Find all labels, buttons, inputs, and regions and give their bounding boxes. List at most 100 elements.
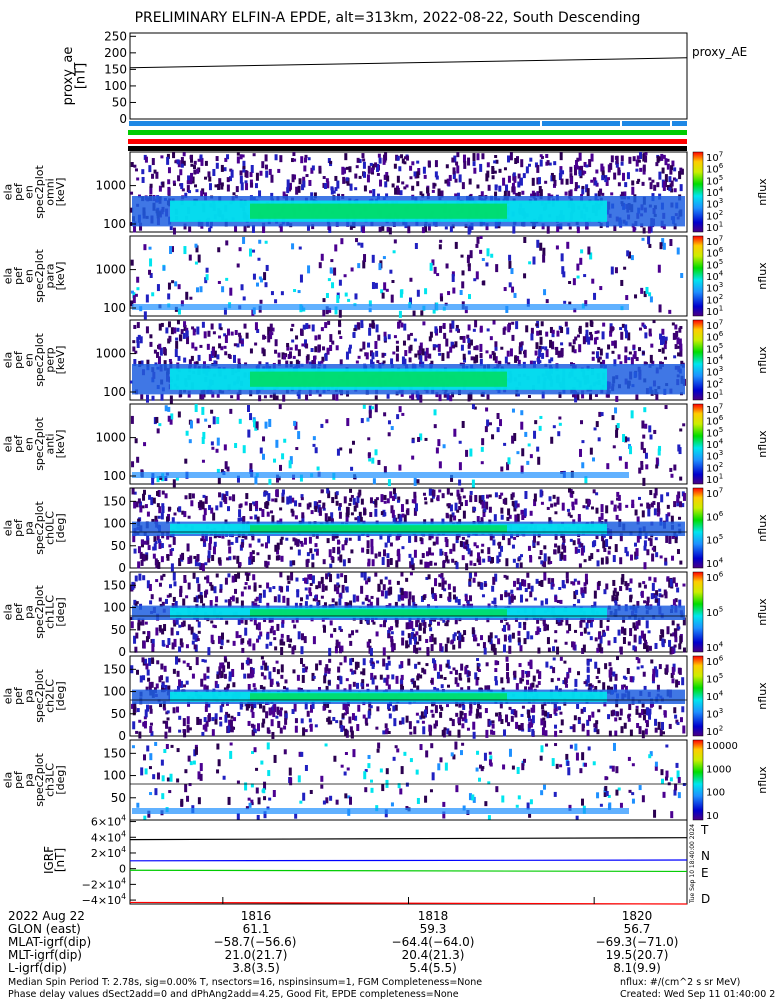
spectrogram-cell: [173, 327, 177, 334]
spectrogram-cell: [282, 394, 286, 402]
spectrogram-cell: [368, 405, 372, 414]
spectrogram-cell: [369, 497, 373, 504]
spectrogram-cell: [141, 505, 145, 509]
spectrogram-cell: [348, 716, 352, 724]
spectrogram-cell: [416, 641, 420, 645]
spectrogram-cell: [185, 644, 189, 649]
spectrogram-cell: [448, 174, 452, 181]
spectrogram-cell: [489, 354, 493, 359]
spectrogram-cell: [140, 539, 144, 545]
spectrogram-cell: [218, 666, 222, 674]
spectrogram-cell: [230, 395, 234, 399]
spectrogram-cell: [343, 167, 347, 174]
spectrogram-cell: [623, 191, 627, 200]
spectrogram-cell: [357, 322, 361, 330]
spectrogram-cell: [658, 593, 662, 598]
spectrogram-cell: [376, 597, 380, 606]
spectrogram-cell: [224, 577, 228, 585]
spectrogram-cell: [523, 579, 527, 587]
spectrogram-cell: [668, 723, 672, 729]
spectrogram-cell: [387, 707, 391, 711]
spectrogram-cell: [311, 562, 315, 568]
spectrogram-cell: [419, 674, 423, 679]
spectrogram-cell: [305, 174, 309, 178]
spectrogram-cell: [615, 514, 619, 520]
spectrogram-cell: [212, 624, 216, 628]
spectrogram-cell: [328, 549, 332, 558]
spectrogram-cell: [353, 505, 357, 512]
spectrogram-cell: [643, 407, 647, 413]
spectrogram-cell: [523, 349, 527, 358]
spectrogram-cell: [517, 191, 521, 197]
spectrogram-cell: [432, 344, 436, 348]
spectrogram-cell: [598, 516, 602, 523]
spectrogram-cell: [611, 327, 615, 331]
spectrogram-cell: [547, 577, 551, 584]
spectrogram-cell: [252, 574, 256, 581]
spectrogram-cell: [652, 320, 656, 324]
spectrogram-cell: [475, 545, 479, 549]
spectrogram-cell: [680, 168, 684, 175]
spectrogram-cell: [559, 169, 563, 177]
spectrogram-cell: [171, 517, 175, 524]
spectrogram-cell: [206, 666, 210, 673]
spectrogram-cell: [507, 362, 511, 366]
spectrogram-cell: [291, 646, 295, 655]
spectrogram-cell: [635, 656, 639, 660]
spectrogram-cell: [604, 175, 608, 183]
spectrogram-ytick-label: 100: [103, 385, 126, 399]
spectrogram-cell: [491, 557, 495, 564]
spectrogram-cell: [178, 506, 182, 513]
spectrogram-cell: [454, 193, 458, 197]
spectrogram-cell: [204, 562, 208, 566]
spectrogram-cell: [326, 717, 330, 722]
spectrogram-cell: [440, 684, 444, 689]
spectrogram-cell: [130, 617, 134, 621]
spectrogram-cell: [363, 508, 367, 515]
spectrogram-cell: [320, 576, 324, 584]
spectrogram-cell: [132, 534, 136, 543]
spectrogram-cell: [559, 599, 563, 604]
spectrogram-cell: [262, 660, 266, 666]
spectrogram-cell: [332, 716, 336, 721]
spectrogram-cell: [516, 393, 520, 397]
spectrogram-cell: [424, 561, 428, 568]
spectrogram-cell: [318, 165, 322, 171]
spectrogram-cell: [383, 494, 387, 500]
spectrogram-cell: [330, 259, 334, 263]
spectrogram-cell: [372, 478, 376, 485]
spectrogram-cell: [196, 168, 200, 174]
spectrogram-cell: [163, 347, 167, 355]
spectrogram-cell: [577, 538, 581, 545]
spectrogram-cell: [643, 600, 647, 604]
spectrogram-cell: [535, 323, 539, 327]
spectrogram-cell: [430, 552, 434, 556]
spectrogram-cell: [297, 431, 301, 440]
spectrogram-cell: [578, 166, 582, 175]
ae-ytick-label: 200: [104, 46, 127, 60]
spectrogram-cell: [577, 599, 581, 604]
spectrogram-cell: [516, 503, 520, 508]
spectrogram-cell: [346, 701, 350, 707]
spectrogram-cell: [409, 332, 413, 336]
spectrogram-cell: [370, 167, 374, 173]
spectrogram-cell: [296, 539, 300, 547]
spectrogram-cell: [220, 670, 224, 678]
spectrogram-cell: [366, 548, 370, 554]
spectrogram-cell: [678, 516, 682, 520]
spectrogram-cell: [350, 267, 354, 272]
spectrogram-cell: [553, 549, 557, 555]
spectrogram-cell: [291, 174, 295, 183]
spectrogram-cell: [148, 682, 152, 689]
spectrogram-cell: [456, 152, 460, 158]
spectrogram-cell: [228, 599, 232, 608]
spectrogram-cell: [648, 177, 652, 181]
spectrogram-cell: [312, 598, 316, 602]
spectrogram-cell: [548, 162, 552, 166]
spectrogram-cell: [361, 153, 365, 159]
spectrogram-cell: [507, 538, 511, 546]
spectrogram-cell: [161, 601, 165, 606]
spectrogram-cell: [272, 392, 276, 400]
spectrogram-cell: [207, 703, 211, 708]
spectrogram-cell: [436, 495, 440, 502]
